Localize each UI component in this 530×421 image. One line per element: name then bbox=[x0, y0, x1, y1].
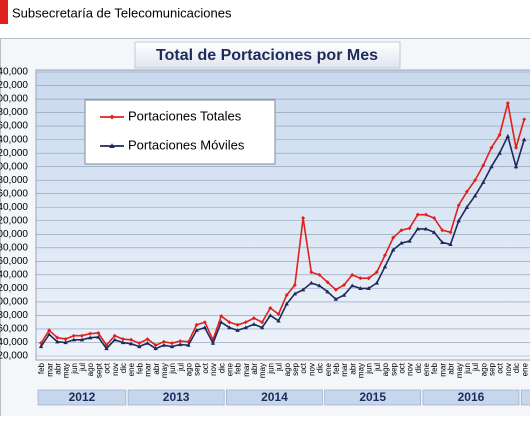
year-label: 2016 bbox=[458, 390, 485, 404]
y-tick-label: 20,000 bbox=[0, 351, 28, 362]
x-tick-label: ene bbox=[520, 362, 529, 376]
logo bbox=[0, 0, 8, 24]
y-tick-label: 120,000 bbox=[0, 283, 28, 294]
year-box bbox=[521, 390, 530, 405]
chart-title: Total de Portaciones por Mes bbox=[156, 47, 378, 64]
y-tick-label: 360,000 bbox=[0, 121, 28, 132]
y-tick-label: 160,000 bbox=[0, 256, 28, 267]
y-tick-label: 60,000 bbox=[0, 324, 28, 335]
y-tick-label: 240,000 bbox=[0, 202, 28, 213]
y-tick-label: 380,000 bbox=[0, 107, 28, 118]
year-label: 2013 bbox=[163, 390, 190, 404]
y-tick-label: 140,000 bbox=[0, 269, 28, 280]
y-tick-label: 180,000 bbox=[0, 242, 28, 253]
y-tick-label: 320,000 bbox=[0, 148, 28, 159]
y-tick-label: 400,000 bbox=[0, 94, 28, 105]
year-label: 2012 bbox=[69, 390, 96, 404]
year-label: 2014 bbox=[261, 390, 288, 404]
y-tick-label: 200,000 bbox=[0, 229, 28, 240]
y-tick-label: 100,000 bbox=[0, 297, 28, 308]
year-label: 2015 bbox=[359, 390, 386, 404]
y-tick-label: 300,000 bbox=[0, 161, 28, 172]
y-tick-label: 40,000 bbox=[0, 337, 28, 348]
legend-label: Portaciones Móviles bbox=[128, 137, 245, 152]
y-tick-label: 280,000 bbox=[0, 175, 28, 186]
y-tick-label: 340,000 bbox=[0, 134, 28, 145]
y-tick-label: 80,000 bbox=[0, 310, 28, 321]
y-tick-label: 260,000 bbox=[0, 188, 28, 199]
y-tick-label: 440,000 bbox=[0, 67, 28, 78]
y-tick-label: 420,000 bbox=[0, 80, 28, 91]
y-tick-label: 220,000 bbox=[0, 215, 28, 226]
header: Subsecretaría de Telecomunicaciones bbox=[12, 5, 232, 20]
legend-label: Portaciones Totales bbox=[128, 108, 242, 123]
